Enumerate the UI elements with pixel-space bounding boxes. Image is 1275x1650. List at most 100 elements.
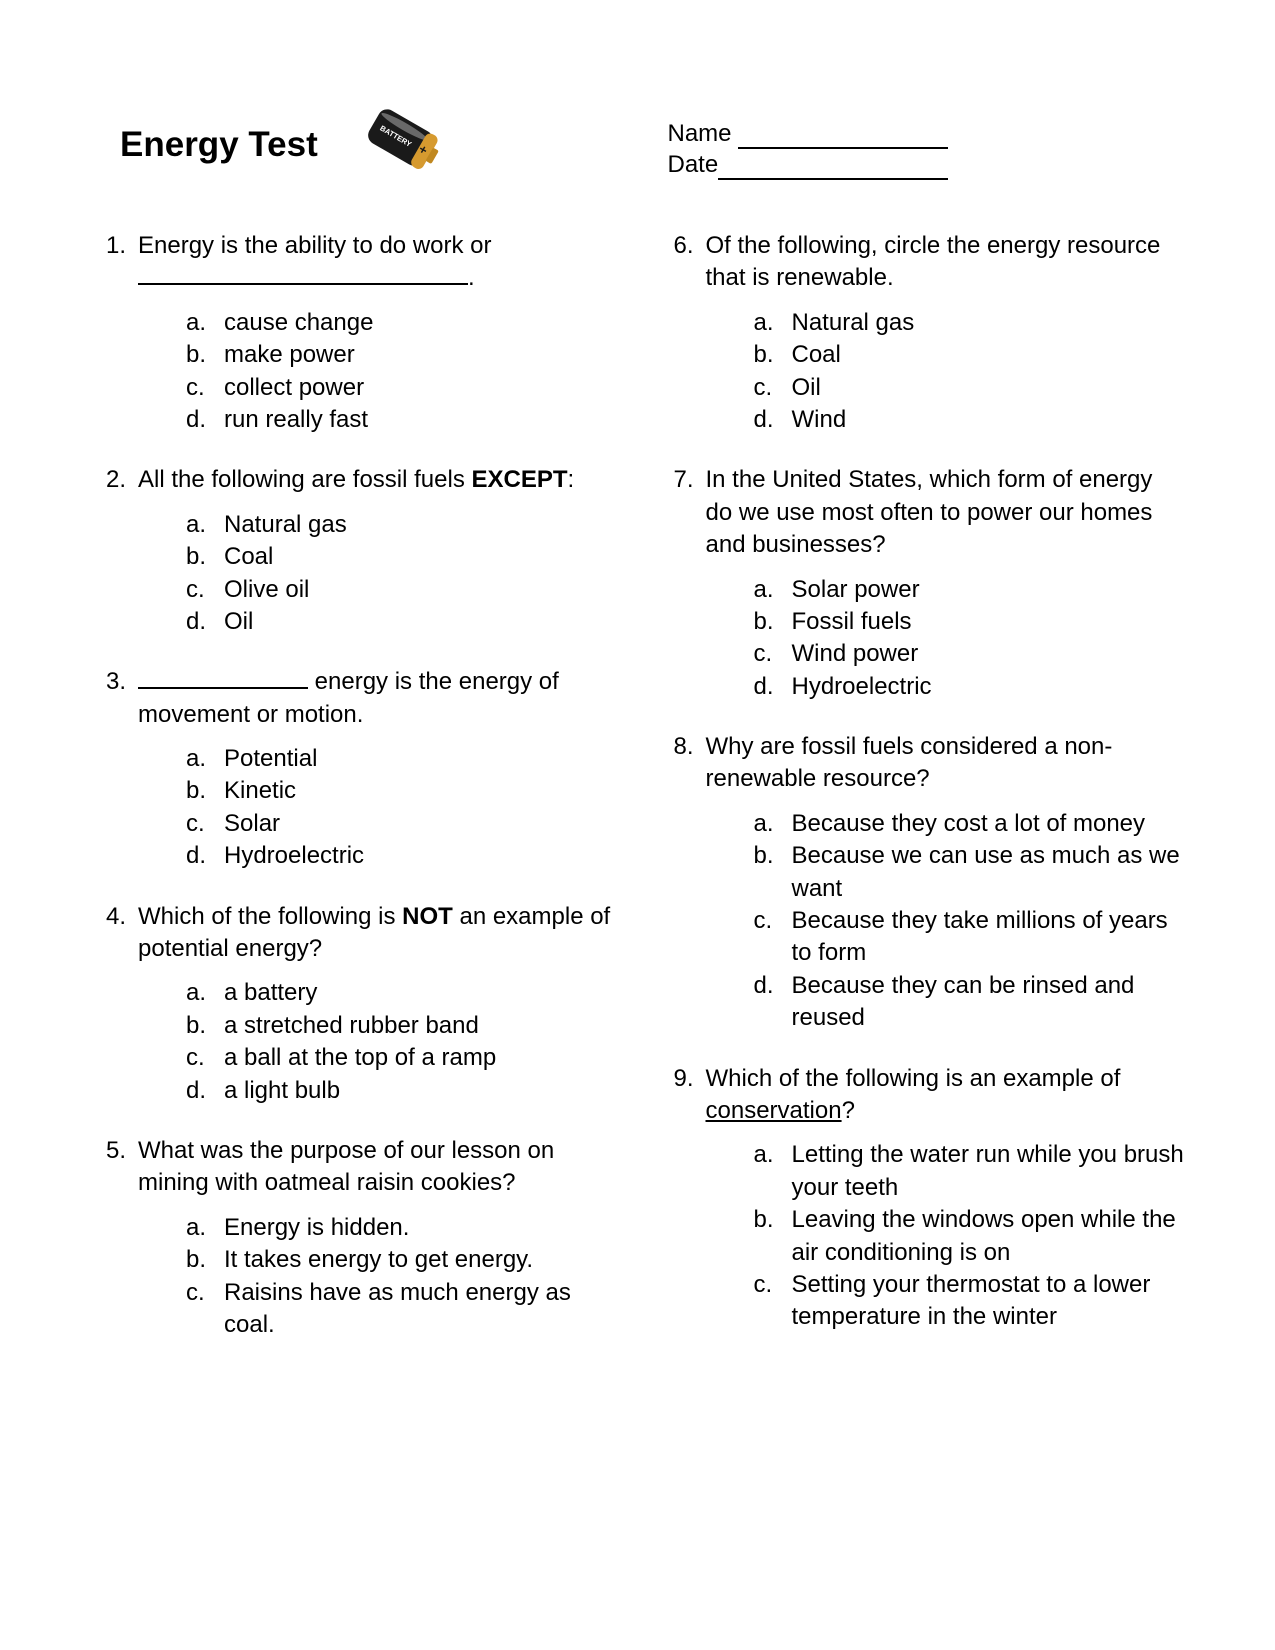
option-letter: c. [186, 372, 224, 404]
options-list: a.Because they cost a lot of moneyb.Beca… [754, 808, 1186, 1035]
option: b.Leaving the windows open while the air… [754, 1204, 1186, 1269]
option-text: Natural gas [792, 307, 1186, 339]
option-text: It takes energy to get energy. [224, 1244, 618, 1276]
question-text: energy is the energy of movement or moti… [138, 666, 618, 731]
option: a.Solar power [754, 574, 1186, 606]
option: b.Fossil fuels [754, 606, 1186, 638]
question-number: 7. [658, 464, 706, 561]
option-text: a stretched rubber band [224, 1010, 618, 1042]
options-list: a.a batteryb.a stretched rubber bandc.a … [186, 977, 618, 1107]
question-number: 1. [90, 230, 138, 295]
option: c.Wind power [754, 638, 1186, 670]
option-text: a light bulb [224, 1075, 618, 1107]
question-text-part: Which of the following is [138, 903, 402, 930]
header-row: Energy Test +BATTERY Name Date [90, 100, 1185, 190]
option-text: Hydroelectric [224, 840, 618, 872]
option-text: Leaving the windows open while the air c… [792, 1204, 1186, 1269]
question-text: Energy is the ability to do work or . [138, 230, 618, 295]
option-text: collect power [224, 372, 618, 404]
option: a.a battery [186, 977, 618, 1009]
option-letter: a. [186, 509, 224, 541]
question-number: 2. [90, 464, 138, 496]
option-text: Oil [792, 372, 1186, 404]
question: 3. energy is the energy of movement or m… [90, 666, 618, 872]
question-text-part: . [468, 264, 475, 291]
option-text: Because they take millions of years to f… [792, 905, 1186, 970]
question: 8.Why are fossil fuels considered a non-… [658, 731, 1186, 1035]
question-text-part: EXCEPT [472, 466, 568, 493]
option-text: Wind [792, 404, 1186, 436]
option-text: Wind power [792, 638, 1186, 670]
option-letter: a. [754, 808, 792, 840]
option-letter: c. [754, 372, 792, 404]
option: c.Olive oil [186, 574, 618, 606]
option-text: Setting your thermostat to a lower tempe… [792, 1269, 1186, 1334]
question-number: 5. [90, 1135, 138, 1200]
question-number: 6. [658, 230, 706, 295]
option-letter: d. [186, 404, 224, 436]
option-text: Hydroelectric [792, 671, 1186, 703]
option-text: cause change [224, 307, 618, 339]
page-title: Energy Test [120, 125, 318, 165]
option-letter: b. [754, 339, 792, 371]
option-letter: d. [754, 404, 792, 436]
option: c.Oil [754, 372, 1186, 404]
option: d.Hydroelectric [754, 671, 1186, 703]
option-letter: a. [754, 574, 792, 606]
option-letter: a. [186, 1212, 224, 1244]
option-letter: b. [754, 840, 792, 905]
option-text: Raisins have as much energy as coal. [224, 1277, 618, 1342]
question-number: 9. [658, 1063, 706, 1128]
option: a.Natural gas [186, 509, 618, 541]
option-text: Kinetic [224, 775, 618, 807]
question-number: 3. [90, 666, 138, 731]
option-text: Coal [792, 339, 1186, 371]
option: b.Because we can use as much as we want [754, 840, 1186, 905]
option: d.Oil [186, 606, 618, 638]
question-text-part: conservation [706, 1097, 842, 1124]
option: a.cause change [186, 307, 618, 339]
option-text: Coal [224, 541, 618, 573]
option-text: Fossil fuels [792, 606, 1186, 638]
question-text-part: NOT [402, 903, 453, 930]
option: c.collect power [186, 372, 618, 404]
option-text: Solar power [792, 574, 1186, 606]
question: 2.All the following are fossil fuels EXC… [90, 464, 618, 638]
question-text-part: All the following are fossil fuels [138, 466, 472, 493]
title-block: Energy Test +BATTERY [90, 100, 638, 190]
option-letter: a. [754, 307, 792, 339]
date-underline [718, 178, 948, 180]
options-list: a.cause changeb.make powerc.collect powe… [186, 307, 618, 437]
option-text: a battery [224, 977, 618, 1009]
option-letter: c. [754, 1269, 792, 1334]
option-letter: c. [754, 905, 792, 970]
option-letter: c. [754, 638, 792, 670]
question-text-part: In the United States, which form of ener… [706, 466, 1153, 558]
option-text: Olive oil [224, 574, 618, 606]
option-letter: a. [754, 1139, 792, 1204]
right-column: 6.Of the following, circle the energy re… [658, 230, 1186, 1369]
options-list: a.Solar powerb.Fossil fuelsc.Wind powerd… [754, 574, 1186, 704]
option: a.Natural gas [754, 307, 1186, 339]
option-text: Oil [224, 606, 618, 638]
option: c.Raisins have as much energy as coal. [186, 1277, 618, 1342]
option-letter: c. [186, 1277, 224, 1342]
option-letter: b. [186, 1244, 224, 1276]
question: 5.What was the purpose of our lesson on … [90, 1135, 618, 1341]
question: 6.Of the following, circle the energy re… [658, 230, 1186, 436]
question-text: Why are fossil fuels considered a non-re… [706, 731, 1186, 796]
question-text-part: Why are fossil fuels considered a non-re… [706, 733, 1113, 792]
option: d.Wind [754, 404, 1186, 436]
option-text: Because they can be rinsed and reused [792, 970, 1186, 1035]
option: c.a ball at the top of a ramp [186, 1042, 618, 1074]
option-text: Solar [224, 808, 618, 840]
question: 9.Which of the following is an example o… [658, 1063, 1186, 1334]
option-text: Energy is hidden. [224, 1212, 618, 1244]
option: a.Potential [186, 743, 618, 775]
option: a.Because they cost a lot of money [754, 808, 1186, 840]
question-text: What was the purpose of our lesson on mi… [138, 1135, 618, 1200]
option: b.It takes energy to get energy. [186, 1244, 618, 1276]
option-letter: b. [186, 541, 224, 573]
option: b.Coal [754, 339, 1186, 371]
question-text-part: Of the following, circle the energy reso… [706, 232, 1161, 291]
